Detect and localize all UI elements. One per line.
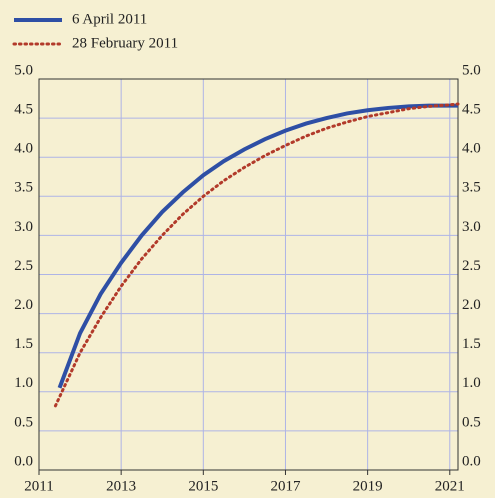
y2-tick-label: 4.0	[462, 141, 481, 157]
x-tick-label: 2017	[270, 478, 301, 494]
legend-label: 6 April 2011	[72, 11, 147, 27]
legend-label: 28 February 2011	[72, 35, 178, 51]
y-tick-label: 1.0	[14, 375, 33, 391]
y2-tick-label: 3.5	[462, 180, 481, 196]
x-tick-label: 2021	[435, 478, 465, 494]
y2-tick-label: 3.0	[462, 219, 481, 235]
y2-tick-label: 1.5	[462, 336, 481, 352]
y2-tick-label: 1.0	[462, 375, 481, 391]
series-line	[53, 102, 460, 408]
y-tick-label: 3.5	[14, 180, 33, 196]
y-tick-label: 1.5	[14, 336, 33, 352]
y-tick-label: 4.5	[14, 102, 33, 118]
y2-tick-label: 0.5	[462, 414, 481, 430]
y-tick-label: 2.0	[14, 297, 33, 313]
y2-tick-label: 4.5	[462, 102, 481, 118]
y-tick-label: 3.0	[14, 219, 33, 235]
y2-tick-label: 5.0	[462, 62, 481, 78]
plot-frame	[38, 78, 459, 471]
series-line	[57, 103, 458, 389]
x-tick-label: 2015	[188, 478, 218, 494]
x-tick-label: 2019	[353, 478, 383, 494]
y2-tick-label: 2.0	[462, 297, 481, 313]
x-tick-label: 2011	[24, 478, 53, 494]
y2-tick-label: 0.0	[462, 453, 481, 469]
y2-tick-label: 2.5	[462, 258, 481, 274]
y-tick-label: 0.5	[14, 414, 33, 430]
y-tick-label: 0.0	[14, 453, 33, 469]
x-tick-label: 2013	[106, 478, 136, 494]
y-tick-label: 2.5	[14, 258, 33, 274]
y-tick-label: 4.0	[14, 141, 33, 157]
y-tick-label: 5.0	[14, 62, 33, 78]
